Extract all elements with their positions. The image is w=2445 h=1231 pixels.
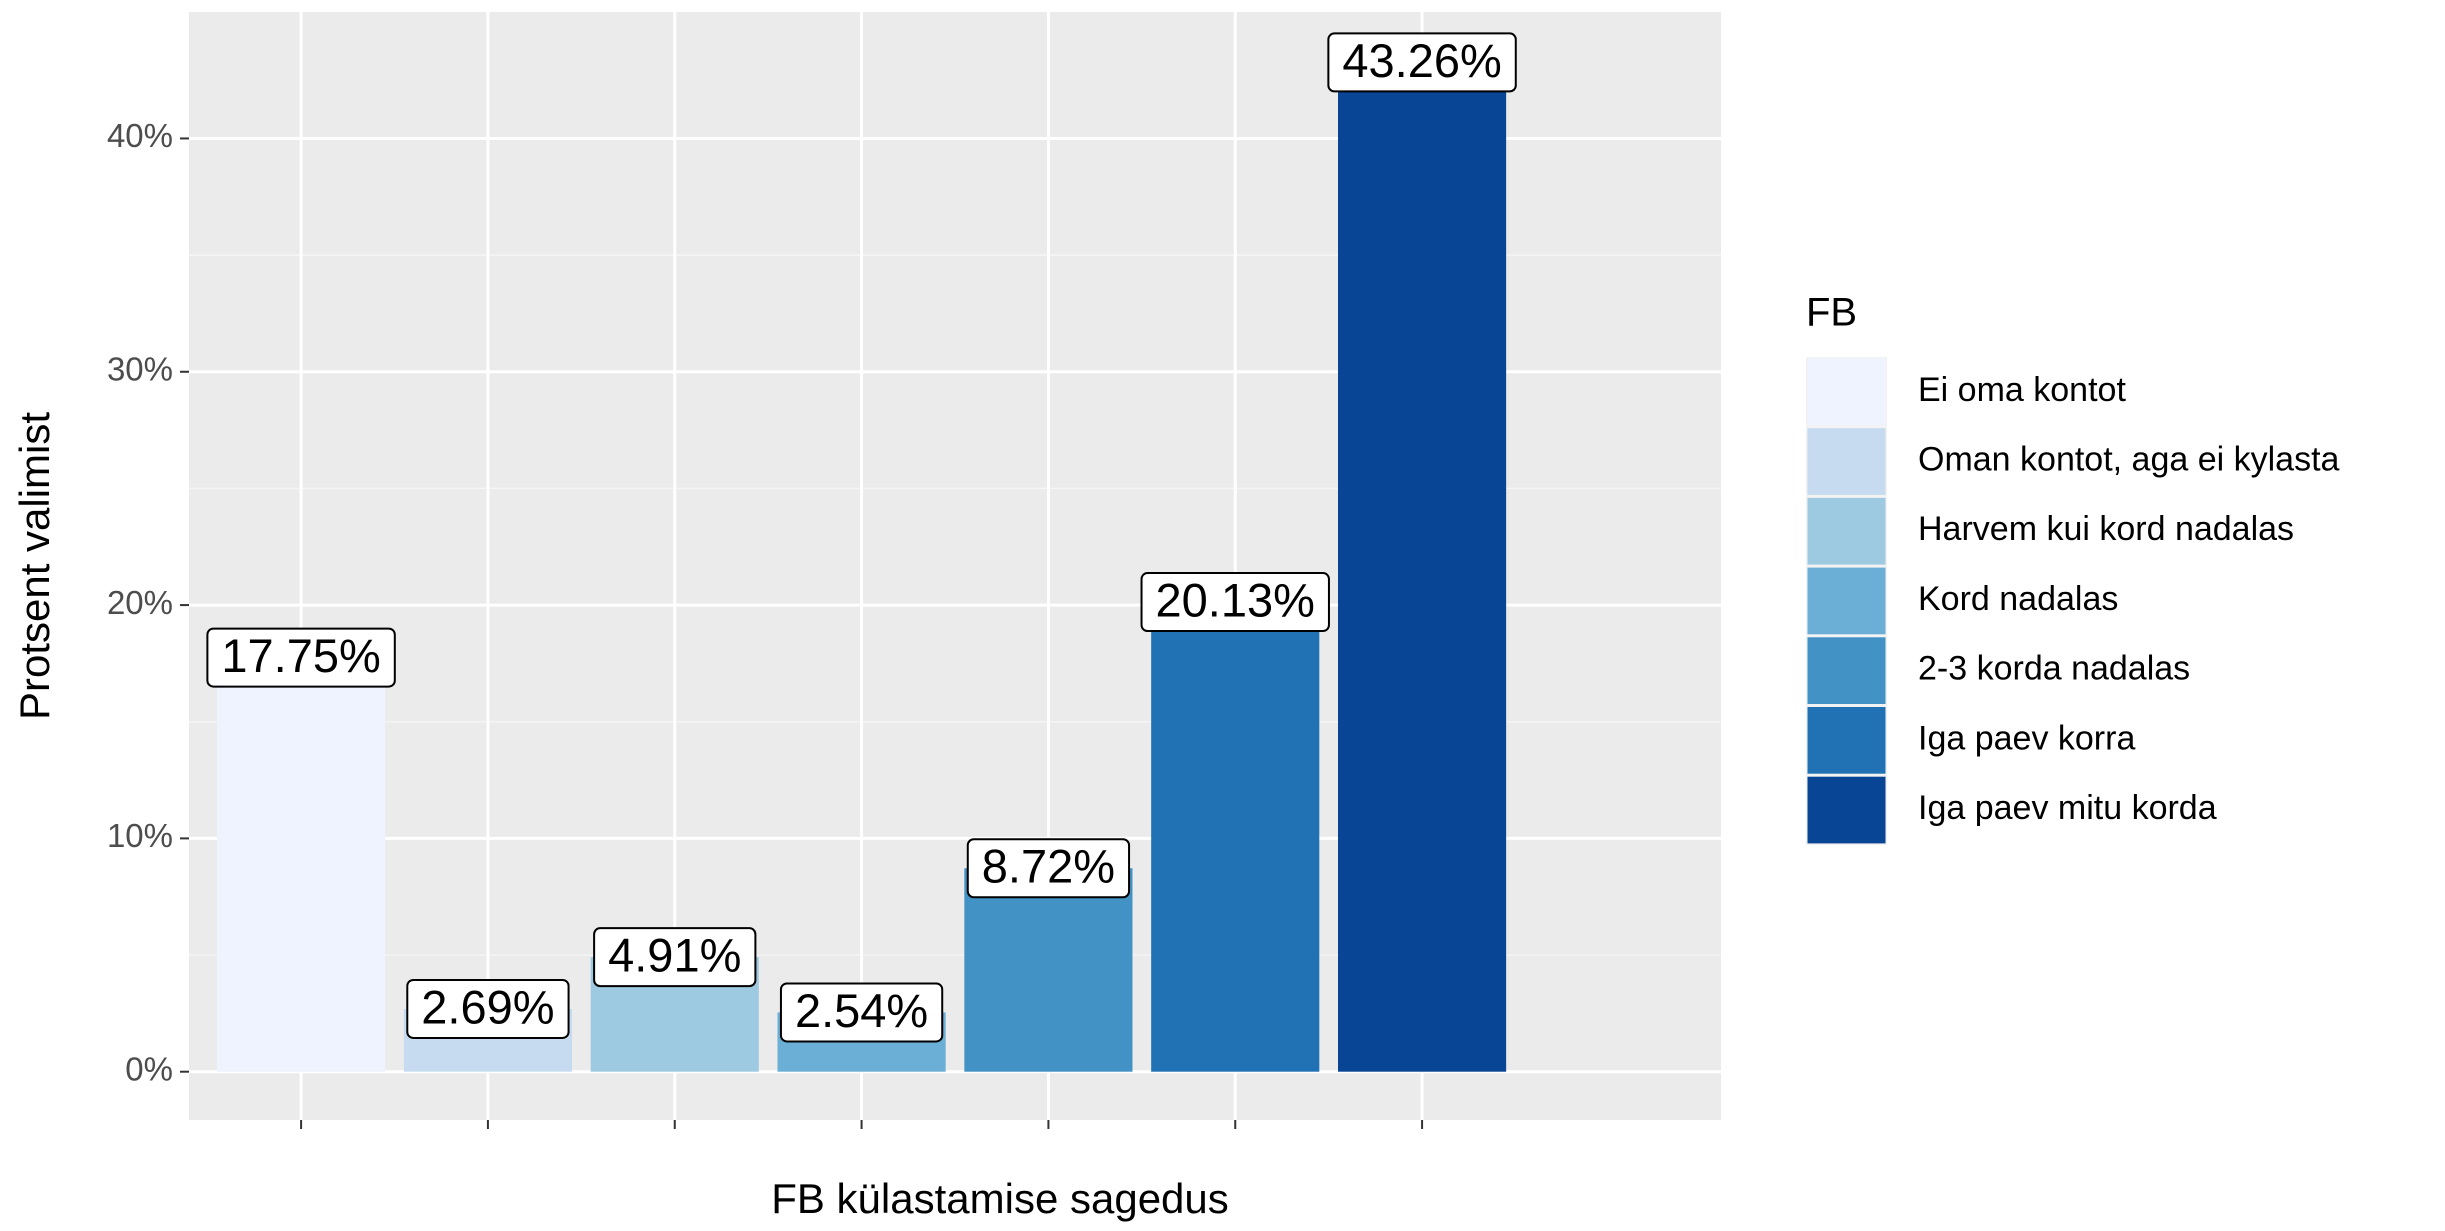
y-tick-label: 20% [107,584,173,621]
legend-swatch [1808,428,1886,495]
value-label: 20.13% [1142,573,1329,631]
bar [1151,602,1319,1072]
chart: FB külastamise sagedus Protsent valimist… [0,0,2445,1231]
legend-label: Kord nadalas [1918,580,2118,618]
legend-swatch [1808,777,1886,844]
y-tick-label: 0% [125,1050,173,1087]
bar [1338,62,1506,1071]
legend-label: Oman kontot, aga ei kylasta [1918,441,2340,479]
legend-label: 2-3 korda nadalas [1918,650,2190,688]
value-label-text: 43.26% [1342,34,1501,87]
legend-swatch [1808,568,1886,635]
legend-label: Iga paev korra [1918,719,2135,757]
legend-label: Ei oma kontot [1918,371,2126,409]
y-tick-label: 40% [107,117,173,154]
legend-swatch [1808,707,1886,774]
x-axis-title: FB külastamise sagedus [771,1175,1229,1222]
bar [217,658,385,1072]
value-label: 2.69% [407,980,568,1038]
value-label: 2.54% [781,983,942,1041]
value-label-text: 17.75% [221,629,380,682]
value-label: 4.91% [594,928,755,986]
value-label: 17.75% [207,629,394,687]
value-label: 8.72% [968,839,1129,897]
value-label-text: 2.69% [421,980,554,1033]
legend-swatch [1808,498,1886,565]
y-axis-title: Protsent valimist [11,412,58,720]
y-tick-label: 10% [107,817,173,854]
y-tick-label: 30% [107,350,173,387]
value-label: 43.26% [1328,33,1515,91]
legend-label: Iga paev mitu korda [1918,789,2217,827]
bar [964,868,1132,1071]
legend-title: FB [1806,291,1857,335]
page: FB külastamise sagedus Protsent valimist… [0,0,2445,1231]
value-label-text: 4.91% [608,929,741,982]
value-label-text: 2.54% [795,984,928,1037]
value-label-text: 8.72% [982,840,1115,893]
legend-swatch [1808,637,1886,704]
legend-swatch [1808,359,1886,426]
legend-label: Harvem kui kord nadalas [1918,510,2294,548]
value-label-text: 20.13% [1156,573,1315,626]
